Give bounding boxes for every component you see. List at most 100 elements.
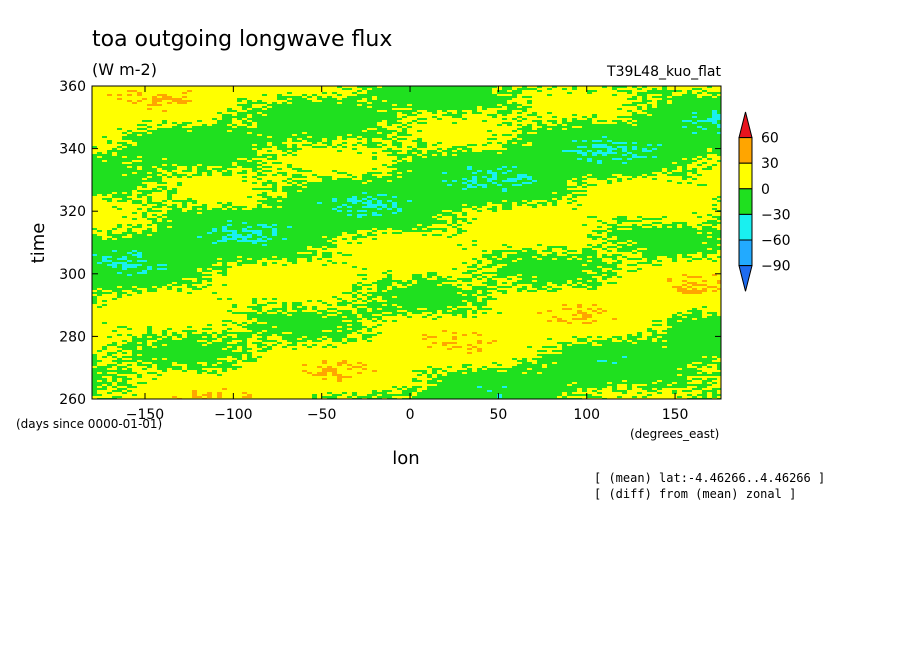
heatmap-cell: [117, 362, 122, 364]
heatmap-cell: [622, 340, 627, 342]
heatmap-cell: [377, 194, 387, 196]
heatmap-cell: [717, 112, 721, 114]
heatmap-cell: [697, 116, 712, 118]
heatmap-cell: [257, 100, 262, 102]
heatmap-cell: [272, 144, 287, 146]
note-mean-lat: [ (mean) lat:-4.46266..4.46266 ]: [594, 471, 825, 485]
heatmap-cell: [287, 92, 292, 94]
heatmap-cell: [107, 352, 117, 354]
heatmap-cell: [587, 150, 592, 152]
heatmap-cell: [412, 148, 417, 150]
heatmap-cell: [502, 104, 522, 106]
heatmap-cell: [92, 288, 97, 290]
heatmap-cell: [332, 372, 337, 374]
heatmap-cell: [442, 312, 467, 314]
heatmap-cell: [592, 238, 597, 240]
heatmap-cell: [407, 200, 412, 202]
heatmap-cell: [572, 282, 577, 284]
heatmap-cell: [167, 176, 172, 178]
heatmap-cell: [497, 142, 502, 144]
heatmap-cell: [197, 168, 207, 170]
heatmap-cell: [422, 316, 427, 318]
heatmap-cell: [422, 338, 427, 340]
heatmap-cell: [482, 256, 492, 258]
heatmap-cell: [217, 374, 222, 376]
heatmap-cell: [322, 370, 337, 372]
heatmap-cell: [242, 340, 247, 342]
heatmap-cell: [117, 326, 127, 328]
heatmap-cell: [342, 292, 352, 294]
heatmap-cell: [92, 362, 97, 364]
heatmap-cell: [167, 328, 172, 330]
heatmap-cell: [92, 382, 112, 384]
heatmap-cell: [167, 286, 172, 288]
heatmap-cell: [717, 126, 721, 128]
heatmap-cell: [317, 372, 327, 374]
heatmap-cell: [267, 322, 362, 324]
heatmap-cell: [472, 312, 477, 314]
heatmap-cell: [662, 380, 692, 382]
heatmap-cell: [472, 168, 497, 170]
heatmap-cell: [567, 254, 597, 256]
heatmap-cell: [132, 354, 137, 356]
heatmap-cell: [352, 288, 362, 290]
heatmap-cell: [497, 124, 502, 126]
heatmap-cell: [687, 316, 702, 318]
heatmap-cell: [577, 140, 582, 142]
heatmap-cell: [502, 190, 507, 192]
heatmap-cell: [137, 124, 147, 126]
heatmap-cell: [362, 294, 367, 296]
heatmap-cell: [137, 266, 147, 268]
heatmap-cell: [667, 320, 677, 322]
heatmap-cell: [322, 92, 327, 94]
heatmap-cell: [502, 204, 512, 206]
heatmap-cell: [157, 186, 167, 188]
heatmap-cell: [627, 384, 632, 386]
heatmap-cell: [487, 184, 497, 186]
heatmap-cell: [92, 182, 142, 184]
heatmap-cell: [582, 390, 587, 392]
heatmap-cell: [167, 264, 212, 266]
heatmap-cell: [362, 198, 367, 200]
heatmap-cell: [472, 178, 477, 180]
heatmap-cell: [482, 186, 487, 188]
heatmap-cell: [102, 262, 112, 264]
heatmap-cell: [127, 134, 137, 136]
heatmap-cell: [222, 324, 227, 326]
heatmap-cell: [592, 246, 602, 248]
heatmap-cell: [517, 174, 527, 176]
heatmap-cell: [472, 276, 477, 278]
heatmap-cell: [507, 256, 532, 258]
heatmap-cell: [222, 340, 232, 342]
heatmap-cell: [622, 162, 627, 164]
heatmap-cell: [392, 164, 687, 166]
heatmap-cell: [97, 350, 102, 352]
heatmap-cell: [262, 340, 277, 342]
heatmap-cell: [132, 338, 157, 340]
heatmap-cell: [347, 340, 357, 342]
x-tick-label: 0: [406, 407, 415, 423]
heatmap-cell: [132, 290, 142, 292]
heatmap-cell: [682, 274, 687, 276]
heatmap-cell: [207, 362, 217, 364]
heatmap-cell: [697, 122, 712, 124]
heatmap-cell: [352, 306, 357, 308]
heatmap-cell: [137, 382, 147, 384]
heatmap-cell: [642, 218, 662, 220]
heatmap-cell: [332, 170, 337, 172]
heatmap-cell: [562, 352, 721, 354]
heatmap-cell: [342, 330, 357, 332]
heatmap-cell: [482, 290, 487, 292]
heatmap-cell: [242, 260, 257, 262]
heatmap-cell: [317, 258, 322, 260]
heatmap-cell: [597, 220, 602, 222]
heatmap-cell: [382, 176, 397, 178]
heatmap-cell: [127, 156, 137, 158]
heatmap-cell: [252, 258, 262, 260]
heatmap-cell: [152, 336, 162, 338]
heatmap-cell: [342, 392, 347, 394]
heatmap-cell: [657, 340, 662, 342]
heatmap-cell: [302, 306, 307, 308]
heatmap-cell: [142, 214, 147, 216]
heatmap-cell: [407, 114, 417, 116]
